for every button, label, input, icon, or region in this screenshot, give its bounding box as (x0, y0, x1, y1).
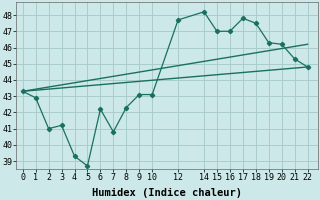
X-axis label: Humidex (Indice chaleur): Humidex (Indice chaleur) (92, 188, 242, 198)
